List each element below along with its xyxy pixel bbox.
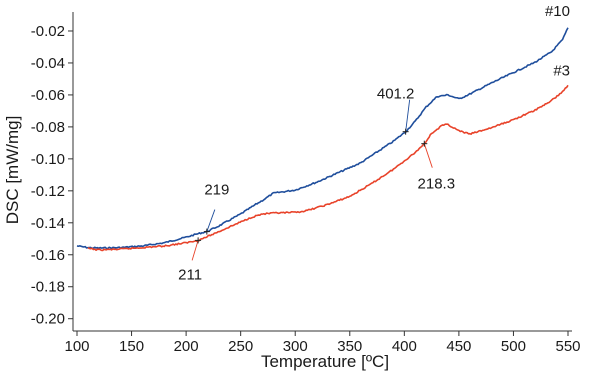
y-tick-label: -0.02 xyxy=(31,23,65,40)
y-tick-label: -0.06 xyxy=(31,87,65,104)
x-tick-label: 200 xyxy=(174,338,199,355)
x-tick-label: 500 xyxy=(501,338,526,355)
annotation-label: 218.3 xyxy=(418,176,456,193)
x-axis-label: Temperature [ºC] xyxy=(261,352,389,371)
y-tick-label: -0.04 xyxy=(31,55,65,72)
annotation-leader xyxy=(405,99,411,132)
y-tick-label: -0.10 xyxy=(31,151,65,168)
series-line-n3 xyxy=(87,84,569,252)
series-group: #10 #3 xyxy=(76,3,570,252)
x-tick-label: 150 xyxy=(119,338,144,355)
y-tick-label: -0.20 xyxy=(31,311,65,328)
y-tick-label: -0.08 xyxy=(31,119,65,136)
x-tick-label: 250 xyxy=(228,338,253,355)
y-axis-label: DSC [mW/mg] xyxy=(3,116,22,225)
annotation-leader xyxy=(206,209,216,232)
x-tick-label: 300 xyxy=(283,338,308,355)
x-tick-label: 350 xyxy=(337,338,362,355)
y-ticks: -0.02 -0.04 -0.06 -0.08 -0.10 -0.12 -0.14 -0.16… xyxy=(31,23,73,328)
axes xyxy=(72,12,572,332)
annotation-label: 211 xyxy=(178,266,202,283)
y-tick-label: -0.18 xyxy=(31,279,65,296)
y-tick-label: -0.12 xyxy=(31,183,65,200)
y-tick-label: -0.14 xyxy=(31,215,65,232)
x-tick-label: 450 xyxy=(446,338,471,355)
x-ticks: 100 150 200 250 300 350 400 450 500 550 xyxy=(64,331,581,355)
annotation-leader xyxy=(423,143,433,168)
annotation-label: 219 xyxy=(204,182,229,199)
annotation-label: 401.2 xyxy=(377,86,415,103)
x-tick-label: 550 xyxy=(555,338,580,355)
series-label: #10 xyxy=(545,3,570,20)
x-tick-label: 400 xyxy=(392,338,417,355)
x-tick-label: 100 xyxy=(64,338,89,355)
y-tick-label: -0.16 xyxy=(31,247,65,264)
series-line-n10 xyxy=(76,27,569,250)
annotation-group: 219 211 401.2 218.3 xyxy=(178,86,455,284)
annotation-leader xyxy=(191,240,199,261)
series-label: #3 xyxy=(553,62,570,79)
